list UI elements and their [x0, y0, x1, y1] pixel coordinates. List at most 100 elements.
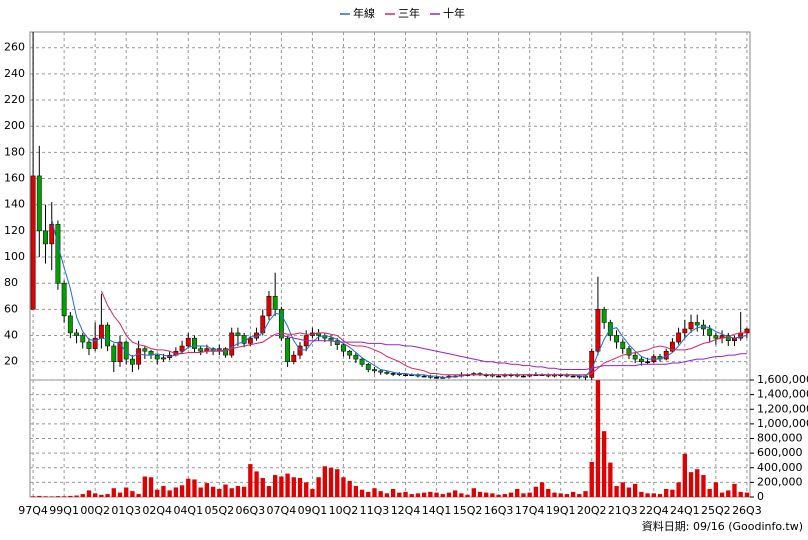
- candle-body: [676, 332, 682, 343]
- volume-bar: [558, 493, 563, 497]
- volume-bar: [117, 492, 123, 497]
- x-tick-label: 05Q2: [204, 504, 234, 517]
- candle-body: [105, 324, 111, 347]
- x-tick-label: 09Q1: [298, 504, 328, 517]
- footnote: 資料日期: 09/16 (Goodinfo.tw): [642, 519, 803, 533]
- volume-bar: [366, 491, 371, 497]
- x-tick-label: 07Q4: [267, 504, 297, 517]
- volume-bar: [601, 431, 607, 497]
- volume-bar: [676, 482, 681, 497]
- volume-bar: [539, 482, 545, 497]
- volume-bar: [521, 493, 526, 497]
- volume-bar: [254, 471, 259, 497]
- volume-bar: [328, 467, 334, 497]
- ma-line: [51, 218, 748, 378]
- volume-bar: [378, 491, 383, 497]
- candle-body: [297, 345, 303, 356]
- volume-bar: [434, 492, 439, 497]
- candle-body: [229, 332, 235, 356]
- x-tick-label: 00Q2: [80, 504, 110, 517]
- volume-bar: [359, 489, 365, 497]
- candle-body: [334, 340, 340, 345]
- volume-bar: [490, 493, 495, 497]
- x-tick-label: 04Q1: [173, 504, 203, 517]
- candle-body: [707, 328, 713, 336]
- volume-bar: [403, 491, 408, 497]
- volume-bar: [719, 492, 725, 497]
- x-tick-label: 26Q3: [732, 504, 762, 517]
- x-tick-label: 02Q4: [142, 504, 172, 517]
- candle-body: [353, 354, 359, 360]
- x-tick-label: 21Q3: [608, 504, 638, 517]
- price-panel: [29, 31, 751, 381]
- volume-bar: [86, 490, 92, 497]
- volume-bar: [322, 466, 327, 497]
- candle-body: [86, 341, 92, 349]
- x-tick-label: 17Q4: [515, 504, 545, 517]
- y2-tick-label: 1,000,000: [757, 417, 808, 430]
- volume-bar: [620, 482, 625, 497]
- candle-body: [645, 361, 651, 363]
- volume-bar: [161, 486, 166, 497]
- candle-body: [694, 322, 700, 326]
- y-tick-label: 240: [4, 67, 25, 80]
- volume-bar: [496, 494, 501, 497]
- candle-body: [384, 371, 390, 374]
- candle-body: [98, 324, 104, 339]
- candle-body: [713, 335, 719, 339]
- volume-bar: [210, 486, 216, 497]
- candle-body: [278, 309, 284, 339]
- candle-body: [30, 175, 36, 310]
- volume-bar: [465, 494, 470, 497]
- volume-bar: [186, 478, 191, 497]
- x-tick-label: 20Q2: [577, 504, 607, 517]
- y-tick-label: 100: [4, 250, 25, 263]
- candle-body: [614, 335, 619, 343]
- volume-bar: [564, 494, 570, 497]
- volume-bar: [533, 486, 539, 497]
- volume-bar: [347, 480, 352, 497]
- volume-bar: [453, 490, 458, 497]
- volume-bar: [179, 485, 185, 497]
- volume-bar: [217, 488, 222, 497]
- volume-bar: [744, 492, 750, 497]
- volume-bar: [229, 488, 234, 497]
- volume-bar: [664, 488, 669, 497]
- volume-bar: [682, 453, 687, 497]
- y-tick-label: 260: [4, 41, 25, 54]
- candle-body: [285, 337, 291, 362]
- ma-line: [275, 335, 747, 370]
- volume-bar: [738, 491, 743, 497]
- volume-bar: [124, 487, 129, 497]
- candle-body: [49, 224, 55, 245]
- x-tick-label: 14Q1: [422, 504, 452, 517]
- candle-body: [682, 328, 688, 334]
- candle-body: [43, 230, 48, 245]
- candle-body: [192, 337, 197, 349]
- candle-body: [55, 224, 61, 284]
- volume-bar: [173, 487, 179, 497]
- candle-body: [136, 348, 142, 365]
- volume-bar: [80, 494, 85, 497]
- volume-bar: [421, 492, 427, 497]
- volume-bar: [335, 469, 340, 497]
- candle-body: [626, 348, 632, 356]
- candle-body: [595, 309, 601, 352]
- volume-bar: [695, 469, 700, 497]
- volume-bar: [55, 496, 61, 497]
- volume-bar: [732, 483, 737, 497]
- x-tick-label: 25Q2: [701, 504, 731, 517]
- volume-bar: [167, 490, 172, 497]
- volume-bar: [688, 472, 694, 497]
- volume-bar: [30, 496, 36, 497]
- x-tick-label: 11Q3: [360, 504, 390, 517]
- volume-bar: [61, 496, 67, 497]
- y2-tick-label: 0: [757, 490, 764, 503]
- volume-bar: [626, 487, 632, 497]
- candle-body: [403, 374, 408, 377]
- candle-body: [601, 309, 607, 323]
- candle-body: [365, 364, 371, 370]
- legend-label: 年線: [353, 6, 375, 20]
- x-tick-label: 12Q4: [391, 504, 421, 517]
- candle-body: [378, 370, 384, 373]
